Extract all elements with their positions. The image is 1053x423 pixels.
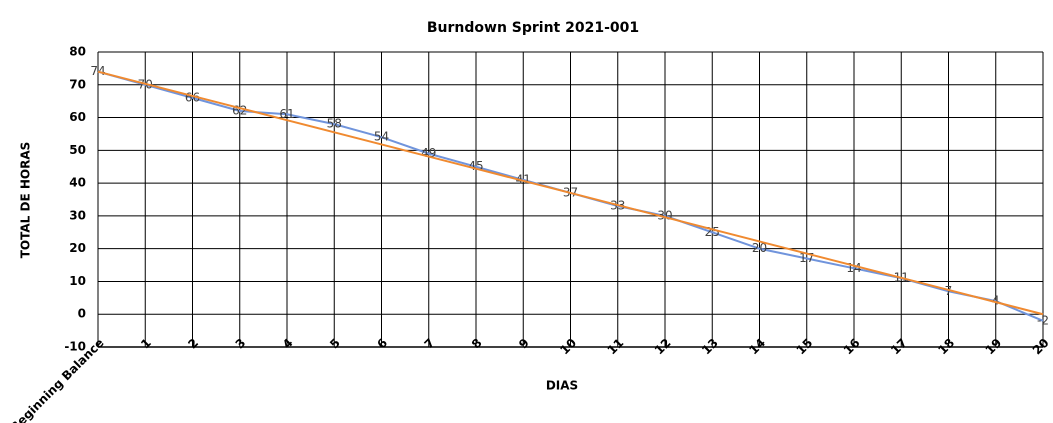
x-tick-label: 11 — [605, 336, 627, 358]
data-label: 20 — [752, 241, 767, 255]
x-tick-label: 6 — [374, 336, 390, 352]
y-tick-label: 80 — [69, 45, 86, 59]
x-tick-label: 12 — [652, 336, 674, 358]
data-label: 74 — [90, 64, 105, 78]
x-tick-label: 7 — [422, 336, 438, 352]
x-tick-label: 3 — [233, 336, 249, 352]
series-line — [97, 70, 1044, 316]
data-label: 41 — [516, 172, 531, 186]
x-tick-label: Beginning Balance — [8, 336, 107, 423]
x-tick-label: 16 — [841, 336, 863, 358]
data-label: 66 — [185, 90, 200, 104]
y-tick-label: 30 — [69, 208, 86, 222]
x-axis-label: DIAS — [546, 379, 578, 393]
x-tick-label: 10 — [557, 336, 579, 358]
data-label: 25 — [705, 225, 720, 239]
y-tick-label: 0 — [78, 307, 86, 321]
x-tick-label: 20 — [1030, 336, 1052, 358]
x-tick-label: 9 — [516, 336, 532, 352]
data-label: 4 — [992, 294, 1000, 308]
y-tick-label: 10 — [69, 274, 86, 288]
x-tick-label: 8 — [469, 336, 485, 352]
x-tick-label: 18 — [935, 336, 957, 358]
y-tick-label: 60 — [69, 110, 86, 124]
x-tick-label: 1 — [138, 336, 154, 352]
x-tick-label: 5 — [327, 336, 343, 352]
y-axis-label: TOTAL DE HORAS — [19, 142, 33, 259]
x-tick-label: 13 — [699, 336, 721, 358]
data-label: -2 — [1037, 313, 1049, 327]
x-tick-label: 14 — [746, 336, 768, 358]
y-tick-label: 40 — [69, 176, 86, 190]
chart-title: Burndown Sprint 2021-001 — [427, 20, 639, 36]
y-tick-label: 50 — [69, 143, 86, 157]
data-label: 61 — [279, 107, 294, 121]
y-tick-label: 20 — [69, 241, 86, 255]
x-tick-label: 19 — [983, 336, 1005, 358]
data-label: 45 — [468, 159, 483, 173]
data-label: 62 — [232, 104, 247, 118]
x-tick-label: 4 — [280, 336, 296, 352]
x-tick-label: 17 — [888, 336, 910, 358]
y-tick-label: -10 — [64, 340, 86, 354]
x-tick-label: 2 — [185, 336, 201, 352]
data-label: 58 — [327, 117, 342, 131]
x-tick-label: 15 — [794, 336, 816, 358]
y-tick-label: 70 — [69, 77, 86, 91]
data-label: 54 — [374, 130, 389, 144]
